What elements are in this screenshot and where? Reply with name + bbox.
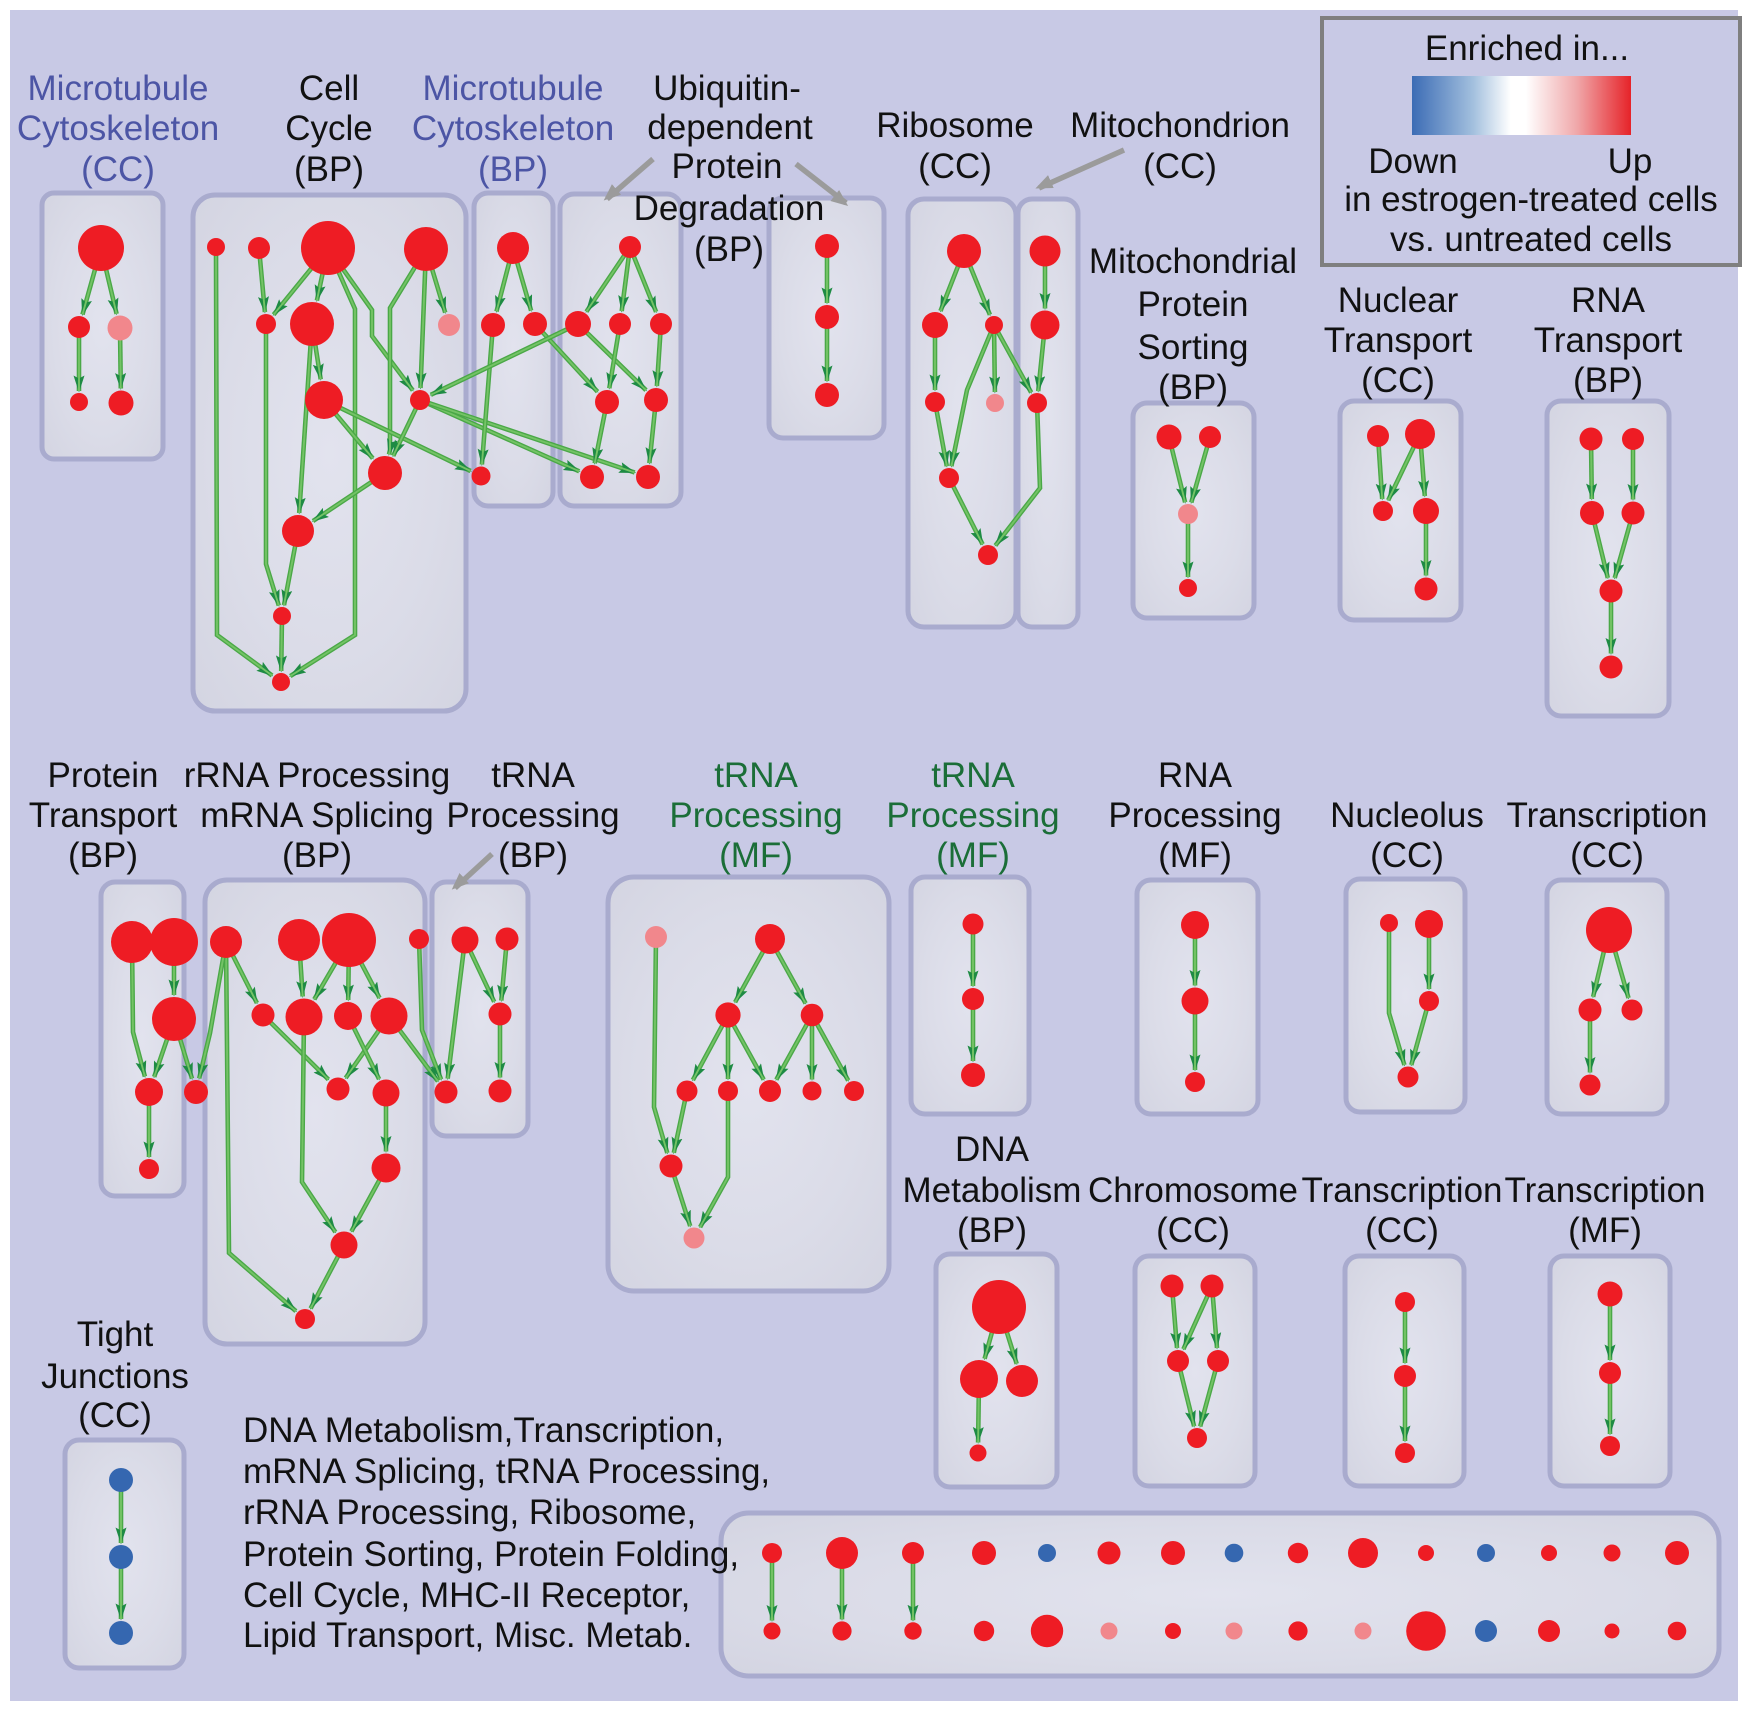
svg-text:Transport: Transport	[1324, 321, 1473, 360]
svg-text:tRNA: tRNA	[931, 756, 1015, 795]
svg-text:Ribosome: Ribosome	[876, 106, 1034, 145]
svg-text:(CC): (CC)	[1143, 147, 1217, 186]
svg-text:Chromosome: Chromosome	[1088, 1171, 1298, 1210]
svg-text:Mitochondrial: Mitochondrial	[1089, 242, 1297, 281]
svg-text:Protein Sorting, Protein Foldi: Protein Sorting, Protein Folding,	[243, 1535, 739, 1574]
svg-text:(CC): (CC)	[1361, 361, 1435, 400]
svg-text:Degradation: Degradation	[634, 189, 825, 228]
svg-text:Junctions: Junctions	[41, 1357, 189, 1396]
svg-text:rRNA Processing: rRNA Processing	[184, 756, 450, 795]
svg-text:Down: Down	[1368, 142, 1457, 181]
svg-text:(MF): (MF)	[936, 836, 1010, 875]
svg-text:(CC): (CC)	[1156, 1211, 1230, 1250]
svg-text:(BP): (BP)	[282, 836, 352, 875]
svg-text:Microtubule: Microtubule	[423, 69, 604, 108]
svg-text:Metabolism: Metabolism	[903, 1171, 1082, 1210]
svg-text:(CC): (CC)	[81, 150, 155, 189]
svg-text:(CC): (CC)	[78, 1396, 152, 1435]
svg-text:(BP): (BP)	[478, 150, 548, 189]
svg-text:Mitochondrion: Mitochondrion	[1070, 106, 1290, 145]
svg-text:Nucleolus: Nucleolus	[1330, 796, 1484, 835]
svg-text:Transport: Transport	[1534, 321, 1683, 360]
svg-text:RNA: RNA	[1571, 281, 1646, 320]
svg-text:(CC): (CC)	[1570, 836, 1644, 875]
svg-text:Processing: Processing	[1108, 796, 1281, 835]
svg-text:Up: Up	[1608, 142, 1653, 181]
svg-text:Processing: Processing	[669, 796, 842, 835]
svg-text:Processing: Processing	[886, 796, 1059, 835]
svg-text:Tight: Tight	[77, 1315, 154, 1354]
svg-text:Transcription: Transcription	[1505, 1171, 1706, 1210]
svg-text:dependent: dependent	[647, 108, 813, 147]
svg-text:Transport: Transport	[29, 796, 178, 835]
svg-text:Transcription: Transcription	[1507, 796, 1708, 835]
svg-text:mRNA Splicing: mRNA Splicing	[200, 796, 433, 835]
svg-text:Protein: Protein	[48, 756, 159, 795]
svg-text:(MF): (MF)	[1158, 836, 1232, 875]
svg-text:Cell Cycle, MHC-II Receptor,: Cell Cycle, MHC-II Receptor,	[243, 1576, 690, 1615]
svg-text:vs. untreated cells: vs. untreated cells	[1390, 220, 1672, 259]
svg-text:Sorting: Sorting	[1138, 328, 1249, 367]
svg-text:Ubiquitin-: Ubiquitin-	[653, 69, 801, 108]
svg-text:(MF): (MF)	[719, 836, 793, 875]
svg-text:Cell: Cell	[299, 69, 359, 108]
svg-text:(CC): (CC)	[1370, 836, 1444, 875]
svg-text:(MF): (MF)	[1568, 1211, 1642, 1250]
svg-text:(BP): (BP)	[294, 150, 364, 189]
svg-text:(BP): (BP)	[68, 836, 138, 875]
svg-text:DNA: DNA	[955, 1130, 1030, 1169]
svg-text:(BP): (BP)	[1158, 368, 1228, 407]
svg-text:Transcription: Transcription	[1302, 1171, 1503, 1210]
svg-text:Cytoskeleton: Cytoskeleton	[412, 109, 614, 148]
svg-text:Protein: Protein	[1138, 285, 1249, 324]
svg-text:(BP): (BP)	[694, 230, 764, 269]
svg-text:DNA Metabolism,Transcription,: DNA Metabolism,Transcription,	[243, 1411, 724, 1450]
svg-text:(BP): (BP)	[498, 836, 568, 875]
svg-text:Enriched in...: Enriched in...	[1425, 29, 1629, 68]
svg-text:mRNA Splicing, tRNA Processing: mRNA Splicing, tRNA Processing,	[243, 1452, 770, 1491]
svg-text:(CC): (CC)	[918, 147, 992, 186]
svg-text:RNA: RNA	[1158, 756, 1233, 795]
svg-text:rRNA Processing, Ribosome,: rRNA Processing, Ribosome,	[243, 1493, 696, 1532]
svg-text:Lipid Transport, Misc. Metab.: Lipid Transport, Misc. Metab.	[243, 1616, 692, 1655]
svg-text:tRNA: tRNA	[491, 756, 575, 795]
svg-text:(CC): (CC)	[1365, 1211, 1439, 1250]
svg-text:Cycle: Cycle	[285, 109, 373, 148]
svg-text:Microtubule: Microtubule	[28, 69, 209, 108]
svg-text:(BP): (BP)	[957, 1211, 1027, 1250]
svg-text:Processing: Processing	[446, 796, 619, 835]
svg-text:(BP): (BP)	[1573, 361, 1643, 400]
svg-text:Protein: Protein	[672, 147, 783, 186]
svg-text:Cytoskeleton: Cytoskeleton	[17, 109, 219, 148]
svg-text:tRNA: tRNA	[714, 756, 798, 795]
svg-text:in estrogen-treated cells: in estrogen-treated cells	[1344, 180, 1718, 219]
svg-text:Nuclear: Nuclear	[1338, 281, 1459, 320]
